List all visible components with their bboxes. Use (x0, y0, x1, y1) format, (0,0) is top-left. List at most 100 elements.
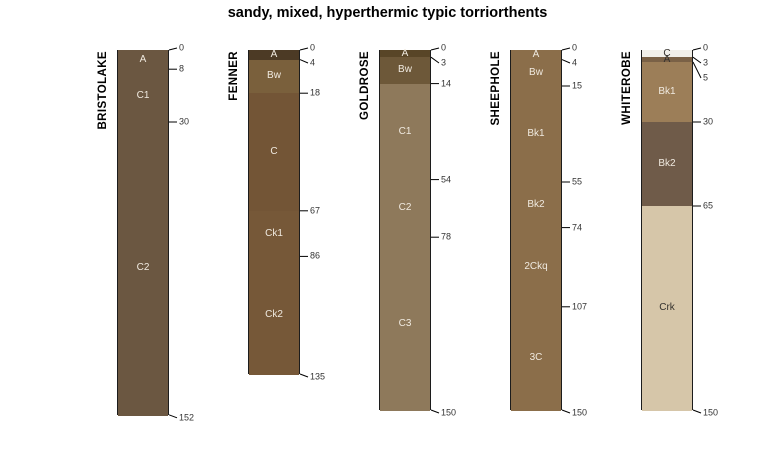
horizon-segment-bw (380, 57, 430, 85)
depth-tick-leader (430, 409, 440, 414)
depth-tick-label: 0 (572, 42, 578, 53)
depth-tick-label: 0 (310, 42, 316, 53)
profile-name-label: WHITEROBE (621, 51, 633, 125)
depth-tick-leader (168, 414, 178, 419)
depth-tick-label: 107 (572, 301, 588, 312)
horizon-segment-c1 (118, 69, 168, 123)
depth-tick-label: 8 (179, 63, 185, 74)
horizon-label-crk: Crk (659, 302, 675, 313)
horizon-segment-bk2 (511, 182, 561, 229)
depth-tick-label: 150 (703, 407, 719, 418)
depth-tick-label: 14 (441, 78, 452, 89)
horizon-label-2ckq: 2Ckq (524, 261, 548, 273)
horizon-segment-bk1 (642, 62, 692, 123)
horizon-segment-ck2 (249, 256, 299, 375)
depth-tick-label: 5 (703, 72, 709, 83)
horizon-segment-c3 (380, 237, 430, 411)
horizon-label-a: A (663, 53, 671, 65)
depth-tick-label: 18 (310, 87, 321, 98)
profile-column-goldrose (379, 50, 431, 411)
horizon-label-a: A (270, 48, 278, 60)
horizon-label-c1: C1 (398, 125, 412, 137)
profile-name-label: SHEEPHOLE (490, 51, 502, 126)
depth-tick-leader (692, 409, 702, 414)
horizon-segment-2ckq (511, 227, 561, 308)
depth-tick-leader (561, 409, 571, 414)
depth-tick-label: 30 (703, 116, 714, 127)
horizon-label-bk2: Bk2 (527, 198, 545, 210)
depth-tick-leader (692, 56, 702, 64)
depth-tick-leader (561, 59, 571, 64)
horizon-label-c3: C3 (398, 317, 412, 329)
depth-tick-leader (299, 373, 309, 378)
horizon-label-a: A (139, 53, 147, 65)
depth-tick-label: 15 (572, 80, 583, 91)
horizon-segment-a (118, 50, 168, 71)
horizon-segment-a (380, 50, 430, 59)
horizon-segment-c (249, 93, 299, 212)
profile-name-label: BRISTOLAKE (97, 51, 109, 130)
horizon-label-c: C (270, 146, 278, 157)
horizon-segment-bw (249, 59, 299, 95)
horizon-segment-ck1 (249, 210, 299, 258)
horizon-segment-c2 (380, 179, 430, 239)
horizon-label-ck1: Ck1 (265, 227, 283, 239)
depth-tick-leader (430, 47, 440, 51)
depth-tick-label: 152 (179, 412, 195, 423)
horizon-label-c2: C2 (398, 202, 412, 214)
depth-tick-label: 65 (703, 200, 714, 211)
horizon-label-c: C (663, 47, 671, 59)
profile-name-label: GOLDROSE (359, 51, 371, 121)
horizon-label-bw: Bw (398, 64, 412, 76)
depth-tick-label: 4 (310, 57, 316, 68)
horizon-label-bk1: Bk1 (527, 128, 545, 139)
depth-tick-leader (692, 61, 702, 79)
depth-tick-label: 54 (441, 174, 452, 185)
profile-name-label: FENNER (228, 51, 240, 101)
depth-tick-leader (299, 59, 309, 64)
depth-tick-label: 150 (572, 407, 588, 418)
horizon-segment-bk2 (642, 122, 692, 207)
depth-tick-leader (299, 47, 309, 51)
depth-tick-label: 3 (441, 57, 447, 68)
horizon-segment-a (249, 50, 299, 61)
horizon-label-bw: Bw (529, 66, 543, 78)
profile-column-fenner (248, 50, 300, 375)
depth-tick-leader (561, 47, 571, 51)
profile-column-sheephole (510, 50, 562, 411)
profile-column-whiterobe (641, 50, 693, 411)
depth-tick-label: 74 (572, 222, 583, 233)
depth-tick-label: 150 (441, 407, 457, 418)
depth-tick-label: 78 (441, 231, 452, 242)
horizon-label-c1: C1 (136, 89, 150, 101)
depth-tick-label: 86 (310, 250, 321, 261)
horizon-segment-c2 (118, 122, 168, 416)
depth-tick-leader (430, 56, 440, 64)
horizon-segment-c1 (380, 83, 430, 181)
depth-tick-label: 135 (310, 371, 326, 382)
horizon-label-ck2: Ck2 (265, 309, 283, 321)
depth-tick-label: 30 (179, 116, 190, 127)
horizon-label-a: A (401, 47, 409, 59)
depth-tick-label: 0 (441, 42, 447, 53)
chart-title: sandy, mixed, hyperthermic typic torrior… (227, 5, 548, 21)
depth-tick-label: 0 (179, 42, 185, 53)
horizon-label-bk1: Bk1 (658, 86, 676, 97)
horizon-segment-crk (642, 206, 692, 411)
depth-tick-leader (692, 47, 702, 51)
horizon-label-c2: C2 (136, 262, 150, 274)
horizon-label-3c: 3C (529, 352, 543, 364)
horizon-segment-bw (511, 59, 561, 87)
depth-tick-label: 0 (703, 42, 709, 53)
profile-column-bristolake (117, 50, 169, 416)
horizon-label-bw: Bw (267, 70, 281, 82)
horizon-segment-bk1 (511, 86, 561, 183)
depth-tick-label: 4 (572, 57, 578, 68)
depth-tick-leader (168, 47, 178, 51)
horizon-segment-3c (511, 306, 561, 411)
horizon-label-a: A (532, 48, 540, 60)
depth-tick-label: 55 (572, 176, 583, 187)
horizon-segment-c (642, 50, 692, 59)
depth-tick-label: 3 (703, 57, 709, 68)
